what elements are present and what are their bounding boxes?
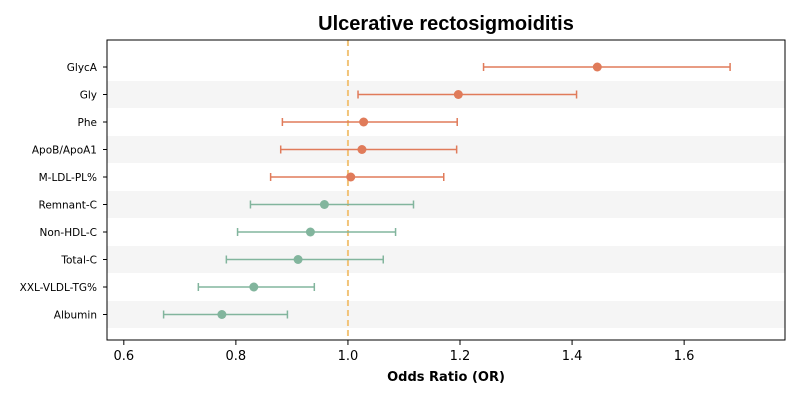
- row-band: [107, 246, 785, 273]
- x-tick-label: 0.8: [226, 349, 247, 364]
- category-label: Phe: [78, 117, 97, 129]
- row-bands: [107, 81, 785, 328]
- or-point: [293, 255, 303, 264]
- plot-frame: [106, 39, 786, 341]
- chart-title: Ulcerative rectosigmoiditis: [318, 13, 574, 35]
- x-axis: 0.6 0.8 1.0 1.2 1.4 1.6: [113, 340, 694, 364]
- or-point: [592, 62, 602, 72]
- row-band: [107, 191, 785, 218]
- category-label: Remnant-C: [39, 200, 98, 212]
- or-point: [357, 145, 367, 154]
- or-point: [346, 172, 356, 182]
- data-marks: [162, 62, 731, 319]
- or-point: [249, 282, 259, 292]
- category-label: Non-HDL-C: [40, 227, 98, 239]
- or-point: [305, 227, 315, 237]
- x-axis-label: Odds Ratio (OR): [387, 370, 505, 385]
- category-label: Albumin: [54, 310, 97, 322]
- category-label: ApoB/ApoA1: [32, 145, 97, 157]
- x-tick-label: 1.2: [450, 349, 471, 364]
- y-axis: GlycA Gly Phe ApoB/ApoA1 M-LDL-PL% Remnant-C N…: [20, 62, 107, 322]
- category-label: M-LDL-PL%: [39, 172, 97, 184]
- category-label: Total-C: [60, 255, 97, 267]
- or-point: [319, 200, 329, 209]
- x-tick-label: 1.6: [674, 349, 695, 364]
- category-label: XXL-VLDL-TG%: [20, 282, 97, 294]
- category-label: Gly: [80, 90, 97, 102]
- or-point: [217, 310, 227, 319]
- or-point: [359, 117, 369, 127]
- x-tick-label: 0.6: [113, 349, 134, 364]
- x-tick-label: 1.0: [338, 349, 359, 364]
- category-label: GlycA: [67, 62, 98, 74]
- or-point: [453, 90, 463, 99]
- x-tick-label: 1.4: [562, 349, 583, 364]
